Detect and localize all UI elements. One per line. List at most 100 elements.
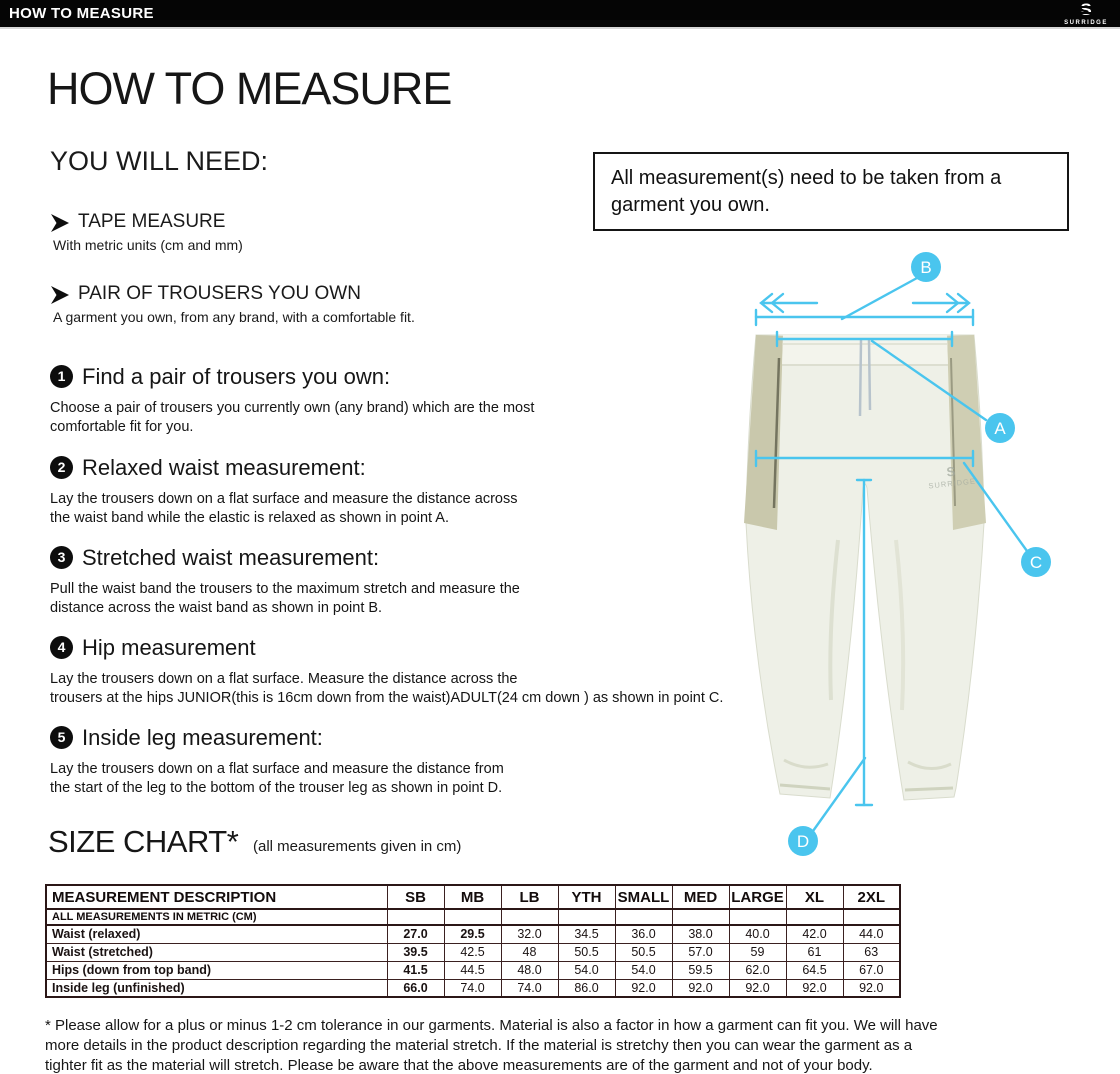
badge-c [1021,547,1051,577]
badge-d-label: D [797,832,809,851]
step-text-line: Choose a pair of trousers you currently … [50,400,535,416]
row-label: Waist (stretched) [45,942,388,962]
note-box: All measurement(s) need to be taken from… [593,152,1069,231]
empty-cell [842,908,901,926]
step-text-line: distance across the waist band as shown … [50,600,383,616]
column-header: LARGE [728,884,787,910]
cell: 50.5 [557,942,616,962]
cell: 36.0 [614,924,673,944]
cell: 48 [500,942,559,962]
metric-note: ALL MEASUREMENTS IN METRIC (CM) [45,908,388,926]
arrow-bullet-icon [50,213,70,238]
empty-cell [671,908,730,926]
step-4: 4 Hip measurement Lay the trousers down … [50,635,723,708]
empty-cell [386,908,445,926]
tolerance-disclaimer: * Please allow for a plus or minus 1-2 c… [45,1016,938,1074]
step-3: 3 Stretched waist measurement: Pull the … [50,545,520,618]
cell: 74.0 [443,978,502,998]
cell: 66.0 [386,978,445,998]
step-title: Stretched waist measurement: [82,545,380,570]
cell: 92.0 [614,978,673,998]
step-text-line: Lay the trousers down on a flat surface.… [50,671,518,687]
need-item-label: PAIR OF TROUSERS YOU OWN [78,283,361,304]
surridge-watermark: S SURRIDGE [928,464,976,491]
empty-cell [728,908,787,926]
stretch-arrow-right-icon [911,292,971,314]
badge-b [911,252,941,282]
column-header: MED [671,884,730,910]
step-2: 2 Relaxed waist measurement: Lay the tro… [50,455,517,528]
size-chart-subheading: (all measurements given in cm) [253,838,462,855]
cell: 42.5 [443,942,502,962]
cell: 74.0 [500,978,559,998]
page-title: HOW TO MEASURE [47,63,452,114]
table-row-waist-relaxed: Waist (relaxed) 27.0 29.5 32.0 34.5 36.0… [45,924,901,944]
measure-line-c [754,449,1029,553]
you-will-need-heading: YOU WILL NEED: [50,146,269,176]
empty-cell [785,908,844,926]
step-description: Lay the trousers down on a flat surface … [50,490,517,528]
cell: 38.0 [671,924,730,944]
side-panel-right [947,335,986,530]
step-description: Lay the trousers down on a flat surface.… [50,670,723,708]
table-row-hips: Hips (down from top band) 41.5 44.5 48.0… [45,960,901,980]
note-text: All measurement(s) need to be taken from… [611,167,1002,216]
step-number-badge: 4 [50,636,73,659]
row-label: Hips (down from top band) [45,960,388,980]
top-bar-title: HOW TO MEASURE [9,5,154,22]
step-text-line: Pull the waist band the trousers to the … [50,581,520,597]
column-header: 2XL [842,884,901,910]
step-title: Hip measurement [82,635,256,660]
waistband [782,335,948,366]
cell: 57.0 [671,942,730,962]
step-1: 1 Find a pair of trousers you own: Choos… [50,364,534,437]
step-title: Find a pair of trousers you own: [82,364,391,389]
row-label: Waist (relaxed) [45,924,388,944]
badge-a [985,413,1015,443]
cell: 41.5 [386,960,445,980]
top-bar: HOW TO MEASURE S SURRIDGE [0,0,1120,29]
cell: 67.0 [842,960,901,980]
table-row-waist-stretched: Waist (stretched) 39.5 42.5 48 50.5 50.5… [45,942,901,962]
size-chart-header-row: MEASUREMENT DESCRIPTION SB MB LB YTH SMA… [45,884,901,910]
step-number-badge: 2 [50,456,73,479]
metric-note-row: ALL MEASUREMENTS IN METRIC (CM) [45,908,901,926]
disclaimer-line: * Please allow for a plus or minus 1-2 c… [45,1017,938,1034]
cell: 34.5 [557,924,616,944]
cell: 54.0 [557,960,616,980]
cell: 39.5 [386,942,445,962]
surridge-logo: S SURRIDGE [1058,1,1114,28]
disclaimer-line: more details in the product description … [45,1037,913,1054]
column-header: SMALL [614,884,673,910]
step-text-line: the start of the leg to the bottom of th… [50,780,503,796]
empty-cell [500,908,559,926]
cell: 50.5 [614,942,673,962]
badge-b-label: B [920,258,931,277]
cell: 62.0 [728,960,787,980]
cell: 48.0 [500,960,559,980]
cell: 63 [842,942,901,962]
trousers-measurement-diagram: S SURRIDGE [744,252,1051,856]
cell: 59.5 [671,960,730,980]
cell: 42.0 [785,924,844,944]
step-number-badge: 3 [50,546,73,569]
column-header: XL [785,884,844,910]
step-text-line: trousers at the hips JUNIOR(this is 16cm… [50,690,724,706]
surridge-s-icon: S [1078,0,1094,19]
step-title: Relaxed waist measurement: [82,455,366,480]
drawstring [858,339,872,417]
cell: 29.5 [443,924,502,944]
need-item-description: With metric units (cm and mm) [53,237,243,253]
size-chart-heading: SIZE CHART* [48,824,239,859]
measure-line-b [754,276,975,327]
cell: 86.0 [557,978,616,998]
need-item-description: A garment you own, from any brand, with … [53,309,415,325]
side-panel-left [744,335,783,530]
cell: 32.0 [500,924,559,944]
cell: 54.0 [614,960,673,980]
cell: 59 [728,942,787,962]
trousers-silhouette [745,334,985,801]
measure-line-a [775,330,988,422]
cell: 92.0 [842,978,901,998]
